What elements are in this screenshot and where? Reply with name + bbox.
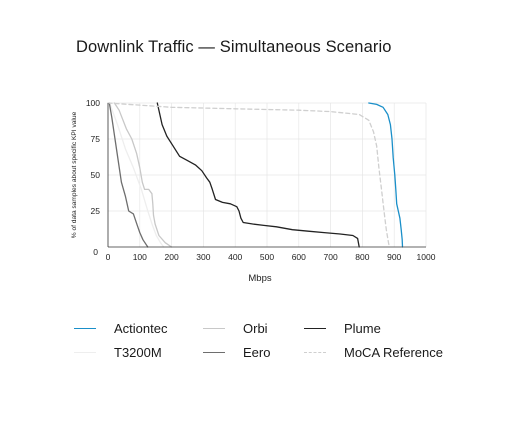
x-tick-label: 600 (292, 252, 306, 262)
y-axis-label: % of data samples about specific KPI val… (71, 111, 78, 238)
series-lines (107, 102, 404, 248)
y-tick-label: 50 (91, 170, 101, 180)
y-tick-label: 75 (91, 134, 101, 144)
x-axis-label: Mbps (248, 273, 271, 284)
series-line-eero (108, 102, 149, 248)
series-line-plume (156, 102, 360, 248)
x-tick-label: 300 (196, 252, 210, 262)
series-line-t3200m (108, 102, 165, 248)
series-line-moca-reference (107, 102, 391, 248)
x-tick-label: 800 (355, 252, 369, 262)
chart-title: Downlink Traffic — Simultaneous Scenario (76, 38, 392, 56)
x-tick-label: 100 (133, 252, 147, 262)
axes (107, 103, 426, 248)
grid (108, 102, 427, 247)
series-line-actiontec (368, 102, 404, 248)
x-tick-label: 1000 (417, 252, 436, 262)
x-tick-label: 200 (165, 252, 179, 262)
y-tick-label: 25 (91, 206, 101, 216)
series-line-orbi (113, 102, 173, 248)
x-tick-label: 0 (106, 252, 111, 262)
x-tick-label: 900 (387, 252, 401, 262)
y-tick-label: 0 (93, 247, 98, 257)
y-tick-label: 100 (86, 98, 100, 108)
x-tick-label: 400 (228, 252, 242, 262)
x-tick-label: 500 (260, 252, 274, 262)
x-tick-label: 700 (324, 252, 338, 262)
